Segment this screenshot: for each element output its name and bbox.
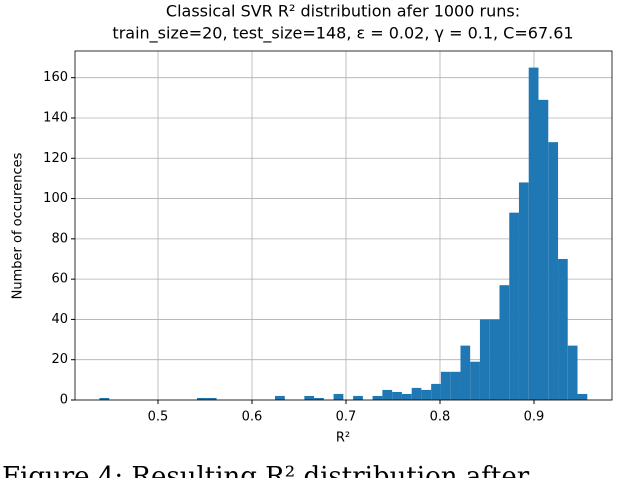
bar (518, 182, 529, 400)
bar (509, 212, 519, 400)
y-tick-label: 100 (43, 191, 68, 206)
bar (528, 67, 539, 400)
caption: Figure 4: Resulting R² distribution afte… (2, 462, 530, 478)
bar (558, 258, 568, 400)
bar (460, 345, 471, 400)
bar (304, 395, 315, 400)
bar (421, 389, 432, 400)
x-tick-label: 0.7 (336, 410, 357, 425)
bar (577, 393, 588, 400)
y-tick-label: 40 (51, 312, 68, 327)
bar (548, 142, 559, 400)
bar (479, 319, 490, 400)
chart-title: Classical SVR R² distribution afer 1000 … (166, 2, 520, 21)
x-tick-label: 0.6 (242, 410, 263, 425)
x-tick-label: 0.8 (430, 410, 451, 425)
bar (538, 99, 549, 401)
bar (392, 391, 402, 400)
y-tick-label: 80 (51, 231, 68, 246)
bar (567, 345, 578, 400)
bar (372, 395, 383, 400)
y-tick-label: 140 (43, 110, 68, 125)
bar (499, 285, 510, 400)
bar (440, 371, 451, 400)
bar (382, 389, 393, 400)
bar (197, 397, 207, 400)
bar (450, 371, 461, 400)
x-axis-label: R² (336, 431, 350, 446)
chart-subtitle: train_size=20, test_size=148, ε = 0.02, … (112, 24, 573, 44)
y-axis-label: Number of occurences (11, 152, 26, 299)
bar (431, 383, 441, 400)
y-tick-label: 60 (51, 272, 68, 287)
y-tick-label: 20 (51, 352, 68, 367)
bar (411, 387, 422, 400)
y-tick-label: 160 (43, 70, 68, 85)
x-tick-label: 0.5 (148, 410, 169, 425)
x-tick-label: 0.9 (524, 410, 545, 425)
bar (470, 361, 480, 400)
bar (99, 397, 110, 400)
bar (314, 397, 324, 400)
bar (275, 395, 285, 400)
bar (401, 393, 412, 400)
bar (353, 395, 363, 400)
bar (489, 319, 500, 400)
bar (333, 393, 344, 400)
y-tick-label: 0 (60, 393, 68, 408)
y-tick-label: 120 (43, 151, 68, 166)
plot-frame (74, 50, 613, 401)
bar (206, 397, 217, 400)
